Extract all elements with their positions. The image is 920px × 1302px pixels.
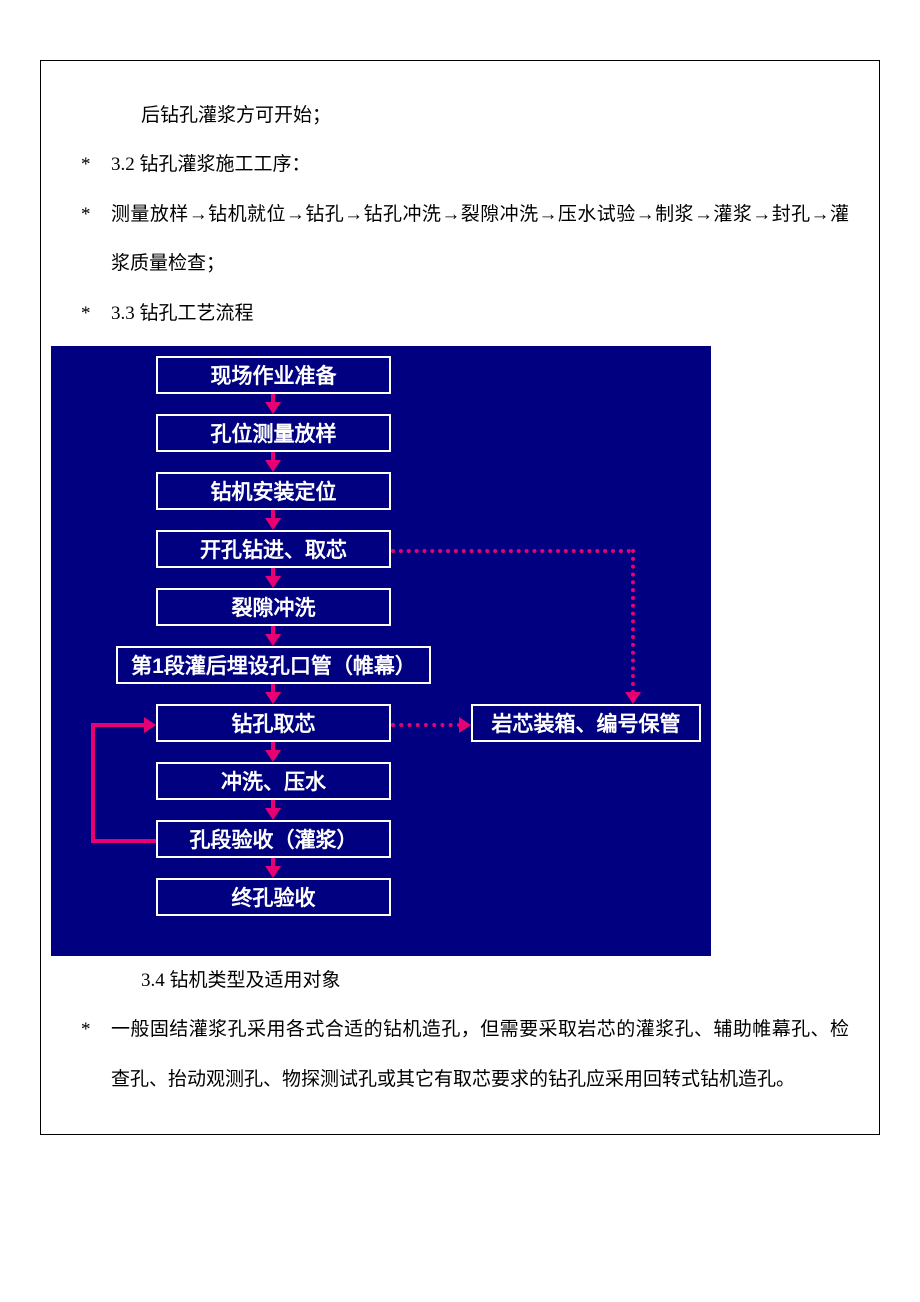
flow-node-n6: 第1段灌后埋设孔口管（帷幕） [116, 646, 431, 684]
para-3-4: 一般固结灌浆孔采用各式合适的钻机造孔，但需要采取岩芯的灌浆孔、辅助帷幕孔、检查孔… [111, 1005, 849, 1104]
dotted-path-mid-h [391, 723, 461, 727]
arrow-head-down-icon [265, 634, 281, 646]
bullet-3-3: * 3.3 钻孔工艺流程 [51, 289, 869, 338]
arrow-head-down-icon [265, 808, 281, 820]
arrow-head-down-icon [265, 750, 281, 762]
loop-back-v [91, 723, 95, 843]
arrow-head-down-icon [265, 518, 281, 530]
loop-back-h2 [91, 723, 146, 727]
arrow-head-down-icon [265, 576, 281, 588]
flow-node-n5: 裂隙冲洗 [156, 588, 391, 626]
arrow-head-right-icon [144, 717, 156, 733]
bullet-marker: * [81, 140, 111, 189]
bullet-marker: * [81, 190, 111, 239]
page-frame: 后钻孔灌浆方可开始； * 3.2 钻孔灌浆施工工序： * 测量放样→钻机就位→钻… [40, 60, 880, 1135]
flow-node-n4: 开孔钻进、取芯 [156, 530, 391, 568]
dotted-path-top-v [631, 549, 635, 694]
procedure-text: 测量放样→钻机就位→钻孔→钻孔冲洗→裂隙冲洗→压水试验→制浆→灌浆→封孔→灌浆质… [111, 190, 849, 289]
arrow-head-down-icon [265, 866, 281, 878]
bullet-procedure: * 测量放样→钻机就位→钻孔→钻孔冲洗→裂隙冲洗→压水试验→制浆→灌浆→封孔→灌… [51, 190, 869, 289]
heading-3-3: 3.3 钻孔工艺流程 [111, 289, 849, 338]
continuation-line: 后钻孔灌浆方可开始； [51, 91, 869, 140]
arrow-head-right-icon [459, 717, 471, 733]
drilling-flowchart: 现场作业准备孔位测量放样钻机安装定位开孔钻进、取芯裂隙冲洗第1段灌后埋设孔口管（… [51, 346, 711, 956]
arrow-head-down-icon [625, 692, 641, 704]
bullet-3-4-para: * 一般固结灌浆孔采用各式合适的钻机造孔，但需要采取岩芯的灌浆孔、辅助帷幕孔、检… [51, 1005, 869, 1104]
bullet-marker: * [81, 1005, 111, 1054]
bullet-3-2: * 3.2 钻孔灌浆施工工序： [51, 140, 869, 189]
flow-node-n8: 冲洗、压水 [156, 762, 391, 800]
flow-node-n11: 岩芯装箱、编号保管 [471, 704, 701, 742]
flow-node-n9: 孔段验收（灌浆） [156, 820, 391, 858]
arrow-head-down-icon [265, 460, 281, 472]
bullet-marker: * [81, 289, 111, 338]
flow-node-n1: 现场作业准备 [156, 356, 391, 394]
dotted-path-top-h [391, 549, 631, 553]
flow-node-n7: 钻孔取芯 [156, 704, 391, 742]
heading-3-2: 3.2 钻孔灌浆施工工序： [111, 140, 849, 189]
flow-node-n2: 孔位测量放样 [156, 414, 391, 452]
loop-back-h1 [91, 839, 156, 843]
flow-node-n10: 终孔验收 [156, 878, 391, 916]
flow-node-n3: 钻机安装定位 [156, 472, 391, 510]
arrow-head-down-icon [265, 692, 281, 704]
heading-3-4: 3.4 钻机类型及适用对象 [51, 956, 869, 1005]
arrow-head-down-icon [265, 402, 281, 414]
